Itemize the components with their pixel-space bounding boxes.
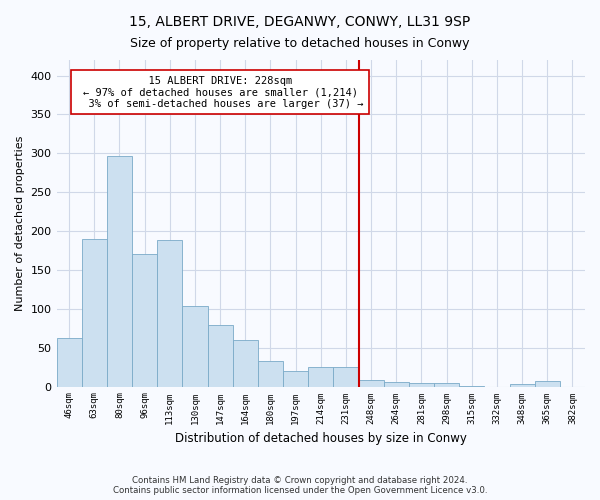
Bar	[258, 361, 283, 386]
Bar	[434, 384, 459, 386]
Text: Size of property relative to detached houses in Conwy: Size of property relative to detached ho…	[130, 38, 470, 51]
Bar	[56, 338, 82, 386]
Bar	[283, 371, 308, 386]
Bar	[383, 382, 409, 386]
Text: Contains HM Land Registry data © Crown copyright and database right 2024.
Contai: Contains HM Land Registry data © Crown c…	[113, 476, 487, 495]
Bar	[308, 367, 334, 386]
Bar	[334, 367, 359, 386]
Bar	[509, 384, 535, 386]
Bar	[208, 325, 233, 386]
Bar	[182, 306, 208, 386]
Bar	[157, 240, 182, 386]
Bar	[107, 156, 132, 386]
Bar	[233, 340, 258, 386]
Bar	[359, 380, 383, 386]
Text: 15, ALBERT DRIVE, DEGANWY, CONWY, LL31 9SP: 15, ALBERT DRIVE, DEGANWY, CONWY, LL31 9…	[130, 15, 470, 29]
Bar	[82, 239, 107, 386]
Bar	[535, 381, 560, 386]
Bar	[132, 254, 157, 386]
Bar	[409, 384, 434, 386]
Y-axis label: Number of detached properties: Number of detached properties	[15, 136, 25, 311]
Text: 15 ALBERT DRIVE: 228sqm  
← 97% of detached houses are smaller (1,214)
  3% of s: 15 ALBERT DRIVE: 228sqm ← 97% of detache…	[76, 76, 364, 109]
X-axis label: Distribution of detached houses by size in Conwy: Distribution of detached houses by size …	[175, 432, 467, 445]
